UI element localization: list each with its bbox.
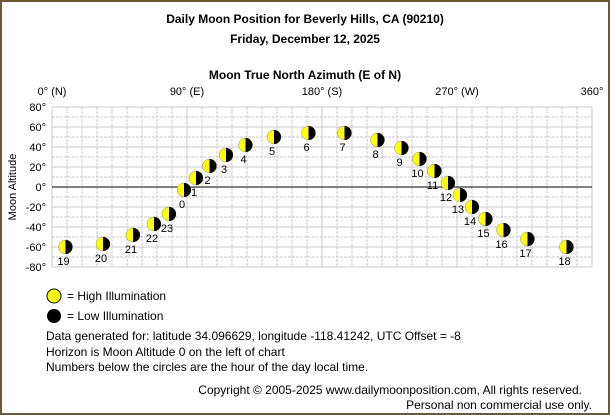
hour-label: 1 [191,187,197,199]
hour-label: 9 [396,157,402,169]
hour-label: 10 [411,168,423,180]
moon-shadow [448,176,455,190]
moon-shadow [401,141,409,155]
moon-shadow [65,240,73,254]
x-tick-label: 360° [581,86,604,98]
hour-label: 14 [464,216,476,228]
note-horizon: Horizon is Moon Altitude 0 on the left o… [46,345,285,359]
y-tick-label: -80° [26,262,46,274]
moon-shadow [274,130,281,144]
moon-shadow [377,133,385,147]
hour-label: 20 [95,253,107,265]
moon-shadow [103,237,110,251]
y-tick-label: 80° [29,102,46,114]
moon-shadow [419,152,427,166]
moon-shadow [226,148,233,162]
legend-low: = Low Illumination [67,309,164,323]
moon-shadow [133,228,140,242]
moon-shadow [434,164,442,178]
hour-label: 4 [240,154,246,166]
moon-shadow [308,126,316,140]
y-tick-label: 0° [35,182,46,194]
note-location: Data generated for: latitude 34.096629, … [46,329,461,343]
plot-area: 0° (N) 90° (E) 180° (S) 270° (W) 360°80°60°4… [7,86,604,274]
hour-label: 13 [452,204,464,216]
hour-label: 7 [339,142,345,154]
high-illumination-icon [46,288,62,304]
x-tick-label: 180° (S) [302,86,342,98]
y-tick-label: -40° [26,222,46,234]
hour-label: 21 [125,244,137,256]
y-tick-label: -20° [26,202,46,214]
hour-label: 12 [440,192,452,204]
x-axis-label: Moon True North Azimuth (E of N) [208,68,402,82]
hour-label: 0 [179,199,185,211]
hour-label: 15 [477,228,489,240]
y-axis-label: Moon Altitude [7,154,19,221]
moon-shadow [245,138,253,152]
hour-label: 18 [558,256,570,268]
hour-label: 3 [221,164,227,176]
y-tick-label: 60° [29,122,46,134]
hour-label: 22 [146,233,158,245]
moon-shadow [527,232,535,246]
hour-label: 8 [372,149,378,161]
chart-subtitle: Friday, December 12, 2025 [230,32,380,46]
hour-label: 23 [161,223,173,235]
chart-title: Daily Moon Position for Beverly Hills, C… [166,12,444,26]
note-hours: Numbers below the circles are the hour o… [46,360,369,374]
x-tick-label: 270° (W) [435,86,479,98]
moon-shadow [154,217,161,231]
hour-label: 2 [204,175,210,187]
hour-label: 5 [269,146,275,158]
moon-shadow [169,207,176,221]
hour-label: 6 [303,142,309,154]
copyright: Copyright © 2005-2025 www.dailymoonposit… [198,383,582,397]
y-tick-label: 40° [29,142,46,154]
low-illumination-icon [47,309,61,323]
moon-shadow [184,183,191,197]
moon-shadow [344,126,352,140]
moon-shadow [460,188,467,202]
x-tick-label: 90° (E) [170,86,204,98]
moon-shadow [485,212,493,226]
usage-note: Personal non commercial use only. [406,398,592,412]
moon-shadow [503,223,511,237]
legend-icons [46,288,62,323]
y-tick-label: 20° [29,162,46,174]
moon-shadow [566,240,574,254]
moon-shadow [196,171,203,185]
moon-shadow [472,200,479,214]
legend-high: = High Illumination [67,289,167,303]
x-tick-label: 0° (N) [38,86,67,98]
hour-label: 19 [57,256,69,268]
y-tick-label: -60° [26,242,46,254]
hour-label: 11 [427,180,438,192]
hour-label: 16 [495,239,507,251]
hour-label: 17 [519,248,531,260]
moon-shadow [209,159,217,173]
